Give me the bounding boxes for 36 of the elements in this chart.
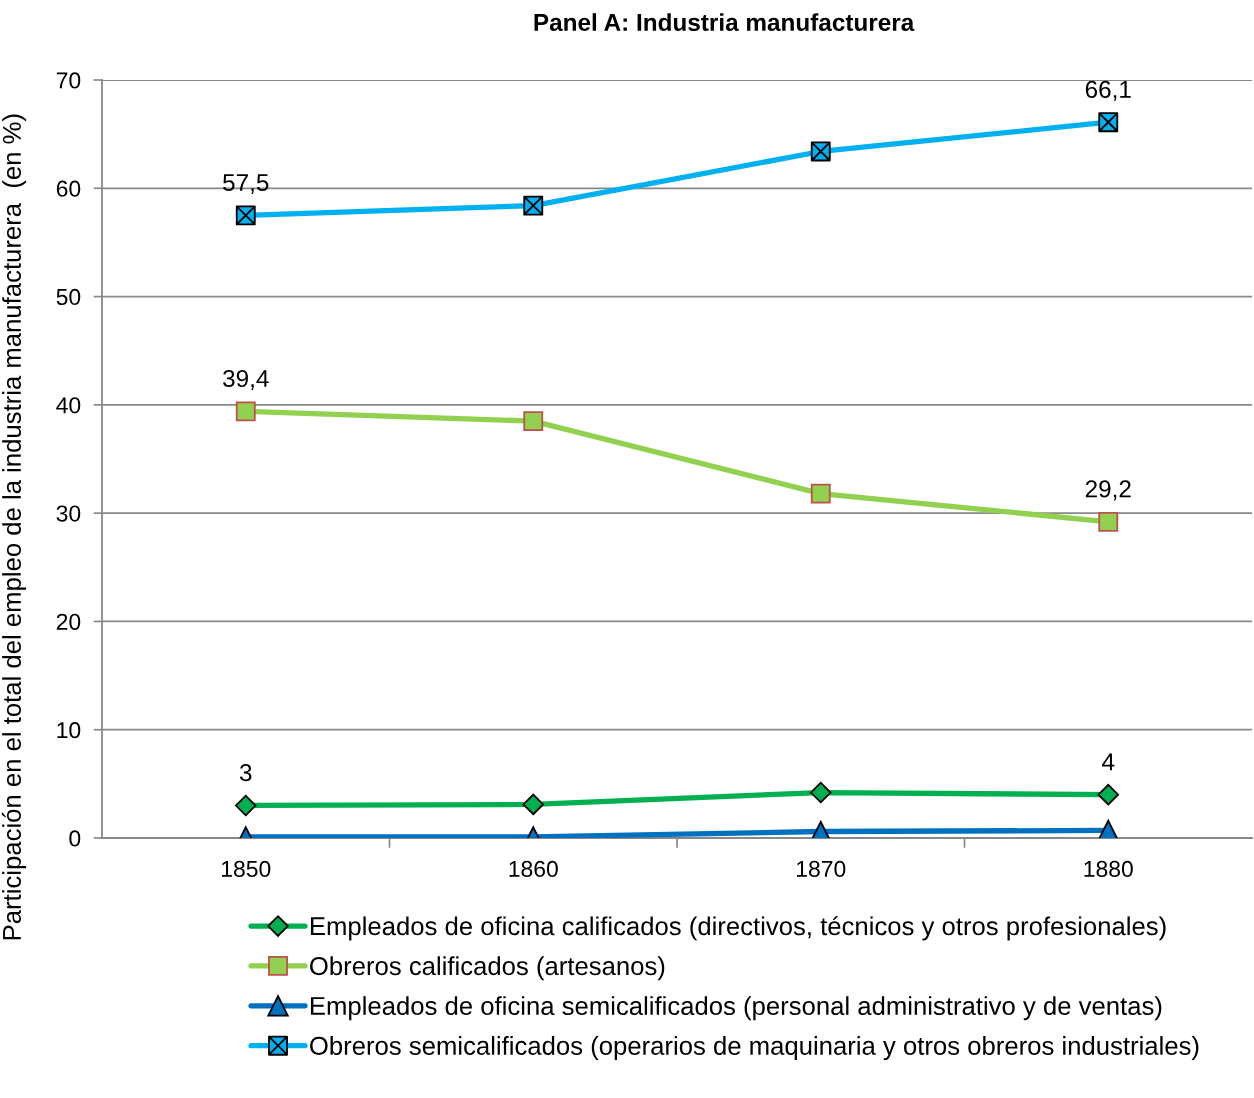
point (235, 401, 256, 422)
point (523, 411, 544, 432)
data-label: 4 (1102, 753, 1115, 771)
y-tick-label: 40 (56, 397, 81, 414)
y-tick-label: 10 (57, 722, 81, 739)
y-tick-label: 20 (56, 613, 81, 630)
point (1097, 783, 1119, 806)
y-tick-label: 30 (56, 505, 81, 522)
point (235, 205, 256, 226)
point (1098, 511, 1119, 532)
x-tick-label: 1850 (222, 860, 271, 878)
y-axis-title: Participación en el total del empleo de la industria manufacturera (en %) (1, 114, 27, 940)
x-tick-label: 1860 (509, 860, 558, 878)
y-tick-label: 70 (56, 72, 81, 89)
legend-label: Empleados de oficina semicalificados (personal administrativo y de ventas) (310, 996, 1162, 1021)
y-tick-label: 50 (56, 288, 81, 306)
point (810, 781, 832, 804)
data-label: 39,4 (223, 369, 269, 390)
data-label: 57,5 (223, 174, 269, 194)
legend-label: Obreros calificados (artesanos) (310, 956, 665, 981)
chart-title: Panel A: Industria manufacturera (534, 13, 915, 32)
point (810, 483, 831, 504)
y-tick-label: 60 (56, 180, 81, 197)
point (1097, 819, 1119, 838)
point (523, 195, 544, 216)
data-label: 29,2 (1085, 480, 1131, 501)
data-label: 66,1 (1085, 80, 1131, 101)
point (522, 793, 544, 816)
point (1098, 112, 1119, 133)
point (235, 794, 257, 817)
x-tick-label: 1880 (1084, 860, 1133, 878)
legend-label: Obreros semicalificados (operarios de maquinaria y otros obreros industriales) (310, 1036, 1199, 1061)
x-tick-label: 1870 (797, 860, 846, 878)
legend-label: Empleados de oficina calificados (directivos, técnicos y otros profesionales) (310, 916, 1166, 941)
data-label: 3 (239, 764, 252, 782)
y-tick-label: 0 (69, 830, 81, 847)
